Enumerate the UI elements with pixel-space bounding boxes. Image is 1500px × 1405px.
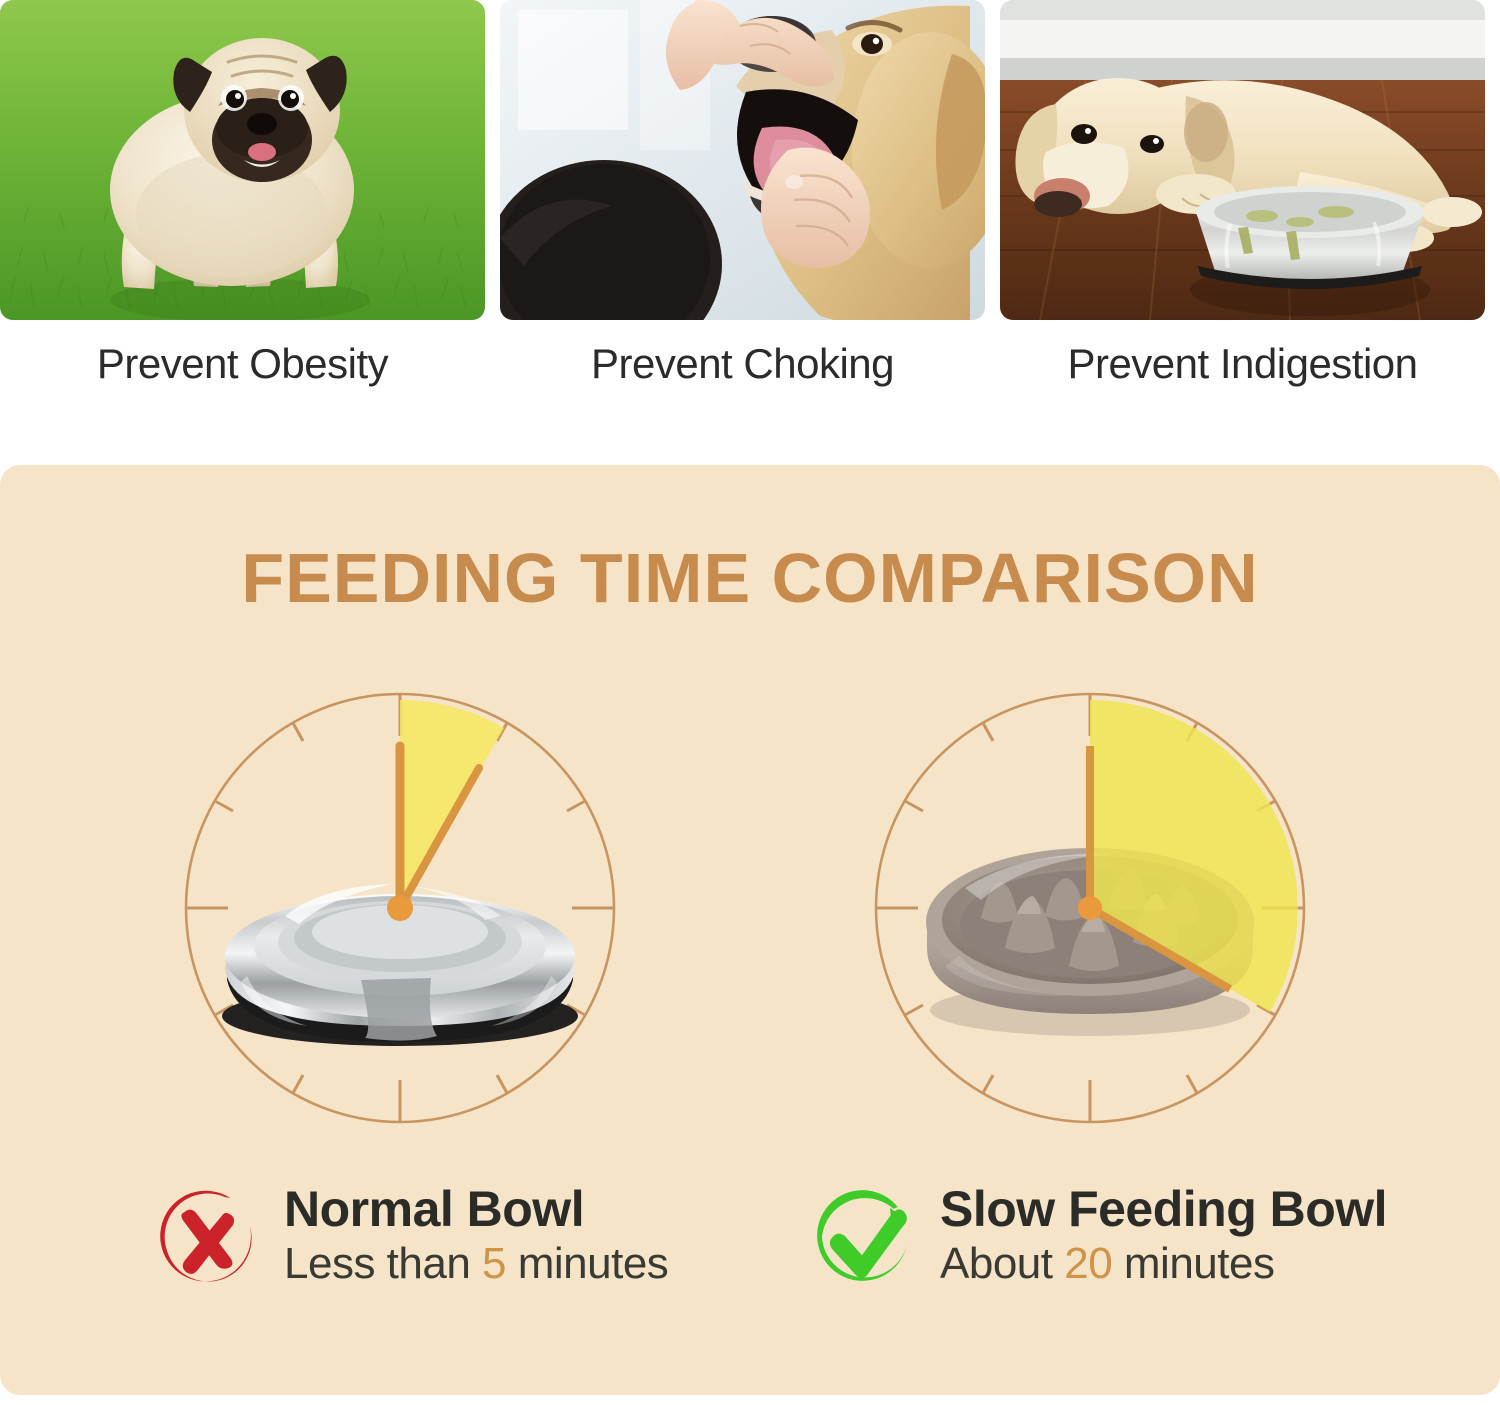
photo-choking-check-image [500,0,985,320]
photo-choking-check [500,0,985,320]
legend-sub-prefix: Less than [284,1239,483,1288]
benefit-caption-choking: Prevent Choking [590,340,895,387]
clock-row [0,680,1500,1150]
legend-text-normal-bowl: Normal Bowl Less than 5 minutes [284,1180,669,1290]
clock-hand-second [396,764,483,912]
legend-title-slow-feeding-bowl: Slow Feeding Bowl [940,1181,1388,1237]
photo-overweight-pug-image [0,0,485,320]
legend-sub-suffix: minutes [506,1239,669,1288]
legend-text-slow-feeding-bowl: Slow Feeding Bowl About 20 minutes [940,1180,1388,1290]
legend-item-slow-feeding-bowl: Slow Feeding Bowl About 20 minutes [808,1180,1388,1292]
slow-feeding-bowl-clock [855,680,1325,1150]
legend-sub-slow-feeding-bowl: About 20 minutes [940,1238,1387,1290]
legend-sub-suffix: minutes [1112,1239,1275,1288]
legend-item-normal-bowl: Normal Bowl Less than 5 minutes [152,1180,669,1292]
legend-sub-number: 20 [1064,1239,1113,1288]
benefit-photo-strip [0,0,1500,320]
photo-overweight-pug [0,0,485,320]
legend-title-normal-bowl: Normal Bowl [284,1181,585,1237]
cross-icon [160,1190,252,1282]
photo-indigestion-lab [1000,0,1485,320]
photo-indigestion-lab-image [1000,0,1485,320]
comparison-title: FEEDING TIME COMPARISON [241,539,1259,617]
slow-feeding-bowl-clock-face [874,692,1306,1124]
clock-center-hub [1078,896,1102,920]
clock-center-hub [387,895,413,921]
legend-sub-normal-bowl: Less than 5 minutes [284,1238,669,1290]
benefit-caption-row: Prevent Obesity Prevent Choking Prevent … [0,340,1500,388]
normal-bowl-clock [165,680,635,1150]
benefit-caption-indigestion: Prevent Indigestion [1067,340,1418,387]
comparison-panel: FEEDING TIME COMPARISON [0,465,1500,1395]
legend-sub-prefix: About [940,1239,1065,1288]
normal-bowl-clock-face [184,692,616,1124]
benefit-caption-obesity: Prevent Obesity [96,340,389,387]
normal-bowl-illustration [222,884,578,1046]
clock-hand-second [1087,904,1233,993]
check-icon [817,1190,907,1281]
comparison-legend: Normal Bowl Less than 5 minutes Slow Fee… [0,1180,1500,1330]
legend-sub-number: 5 [482,1239,507,1288]
